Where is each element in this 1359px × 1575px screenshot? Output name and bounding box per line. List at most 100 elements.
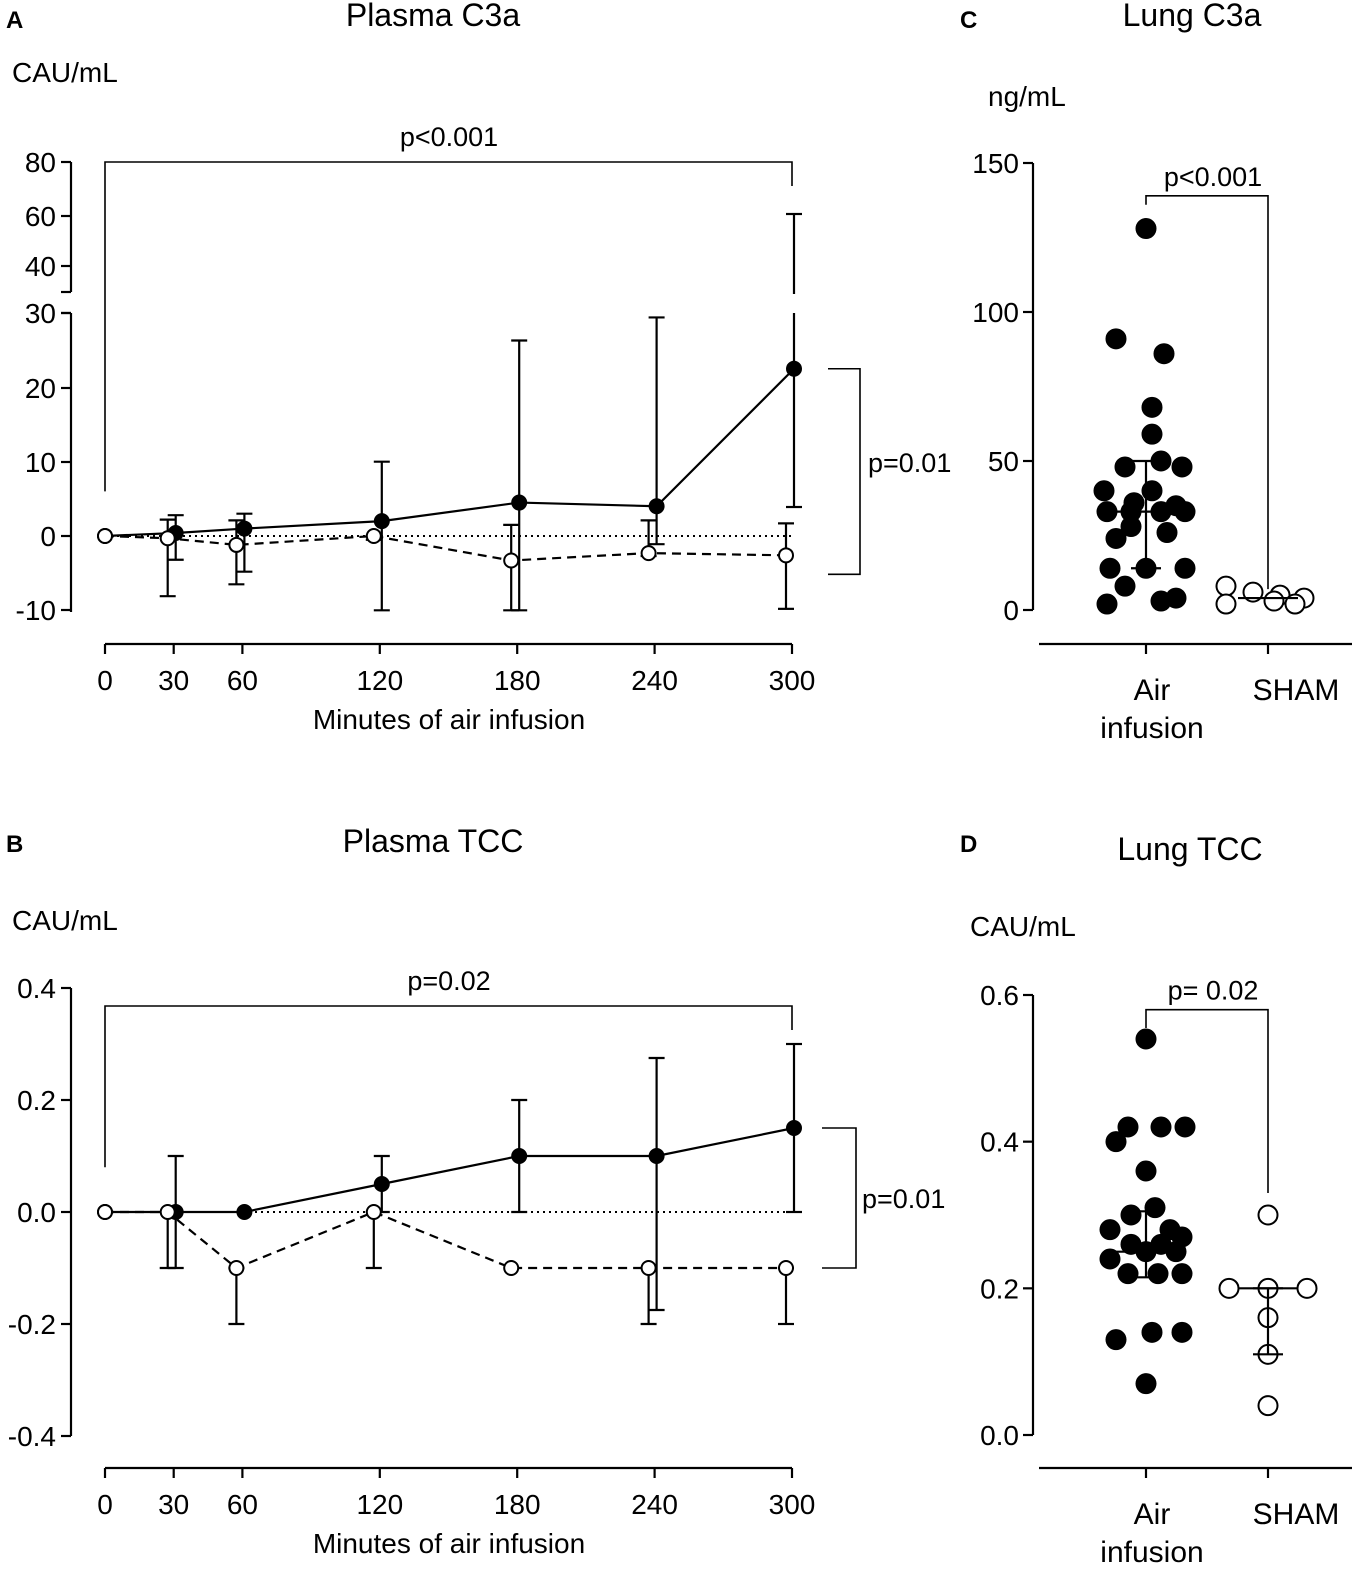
x-tick-label: 30 [158, 665, 189, 696]
category-label: Air infusion [1100, 1498, 1203, 1569]
x-tick-label: 240 [631, 1489, 678, 1520]
y-tick-label: 20 [25, 373, 56, 404]
y-tick-label: 0.0 [980, 1420, 1019, 1451]
panel-b-letter: B [6, 831, 23, 858]
data-point-sham [1242, 581, 1264, 603]
panel-c-title: Lung C3a [1123, 0, 1262, 33]
significance-bracket [1145, 194, 1269, 590]
p-value-label: p=0.02 [407, 966, 490, 996]
data-point-sham [228, 536, 245, 553]
significance-bracket-top [104, 1005, 793, 1168]
significance-bracket-side [828, 367, 861, 576]
series-line-sham [105, 1210, 786, 1270]
panel-d-y-unit: CAU/mL [970, 911, 1076, 942]
y-tick-label: 0.2 [980, 1273, 1019, 1304]
y-tick-label: 0 [1003, 595, 1019, 626]
panel-a-letter: A [6, 7, 23, 34]
data-point-air-infusion [1174, 1116, 1196, 1138]
data-point-sham [778, 1260, 794, 1276]
data-point-air-infusion [1099, 1248, 1121, 1270]
data-point-sham [640, 545, 657, 562]
data-point-sham [97, 528, 113, 544]
data-point-air-infusion [1141, 1321, 1163, 1343]
data-point-air-infusion [1105, 527, 1127, 549]
category-label-line: infusion [1100, 1536, 1203, 1569]
data-point-air-infusion [1135, 1373, 1157, 1395]
y-tick-label: 0.2 [17, 1085, 56, 1116]
data-point-sham [159, 530, 176, 547]
panel-a: A Plasma C3a CAU/mL Minutes of air infus… [6, 0, 951, 735]
data-point-sham [228, 1260, 245, 1276]
data-point-air-infusion [236, 1204, 253, 1220]
y-tick-label: -0.2 [8, 1309, 56, 1340]
data-point-air-infusion [1117, 1263, 1139, 1285]
significance-bracket-top [104, 161, 793, 492]
y-tick-label: 0.0 [17, 1197, 56, 1228]
data-point-air-infusion [1120, 1204, 1142, 1226]
data-point-sham [365, 528, 382, 544]
panel-a-title: Plasma C3a [346, 0, 521, 33]
category-label: SHAM [1253, 1498, 1340, 1531]
x-tick-label: 180 [494, 665, 541, 696]
y-tick-label: 0.4 [980, 1127, 1019, 1158]
y-tick-label: 40 [25, 251, 56, 282]
y-tick-label: 150 [972, 148, 1019, 179]
y-tick-label: 0.4 [17, 973, 56, 1004]
data-point-air-infusion [1099, 557, 1121, 579]
panel-b-title: Plasma TCC [343, 823, 524, 859]
x-tick-label: 0 [97, 1489, 113, 1520]
data-point-air-infusion [1150, 1116, 1172, 1138]
y-tick-label: 100 [972, 297, 1019, 328]
data-point-sham [503, 552, 520, 569]
panel-c-letter: C [960, 7, 977, 34]
x-tick-label: 60 [227, 1489, 258, 1520]
data-point-air-infusion [1135, 218, 1157, 240]
data-point-sham [1296, 1277, 1318, 1299]
p-value-label: p=0.01 [862, 1184, 945, 1214]
data-point-air-infusion [1114, 456, 1136, 478]
panel-b: B Plasma TCC CAU/mL Minutes of air infus… [6, 823, 945, 1559]
panel-c-y-unit: ng/mL [988, 81, 1066, 112]
category-label-line: Air [1134, 1498, 1171, 1531]
data-point-sham [97, 1204, 113, 1220]
x-tick-label: 300 [769, 1489, 816, 1520]
significance-bracket [1145, 1008, 1269, 1193]
y-tick-label: 80 [25, 147, 56, 178]
p-value-label: p<0.001 [400, 122, 498, 152]
series-line-sham [104, 534, 787, 562]
data-point-air-infusion [373, 513, 390, 530]
category-label: SHAM [1253, 674, 1340, 707]
x-tick-label: 120 [356, 1489, 403, 1520]
x-tick-label: 300 [769, 665, 816, 696]
data-point-air-infusion [1171, 1321, 1193, 1343]
series-line-air-infusion [105, 1126, 795, 1214]
data-point-air-infusion [373, 1176, 390, 1192]
data-point-air-infusion [786, 360, 802, 377]
panel-a-x-label: Minutes of air infusion [313, 704, 585, 735]
data-point-sham [1263, 590, 1285, 612]
data-point-sham [1218, 1277, 1240, 1299]
data-point-sham [1257, 1395, 1279, 1417]
data-point-air-infusion [1114, 575, 1136, 597]
y-tick-label: 30 [25, 298, 56, 329]
data-point-air-infusion [1120, 516, 1142, 538]
data-point-air-infusion [1153, 343, 1175, 365]
data-point-air-infusion [648, 498, 665, 515]
data-point-sham [365, 1204, 382, 1220]
panel-a-y-unit: CAU/mL [12, 57, 118, 88]
category-label: Air infusion [1100, 674, 1203, 745]
data-point-air-infusion [1165, 587, 1187, 609]
data-point-air-infusion [1135, 1028, 1157, 1050]
y-tick-label: -0.4 [8, 1421, 56, 1452]
data-point-sham [640, 1260, 657, 1276]
data-point-air-infusion [1105, 328, 1127, 350]
data-point-air-infusion [1117, 1116, 1139, 1138]
category-label-line: SHAM [1253, 1498, 1340, 1531]
data-point-air-infusion [1105, 1131, 1127, 1153]
panel-c: C Lung C3a ng/mL 150 100 50 0 Air infusion SHA… [960, 0, 1352, 745]
data-point-air-infusion [1141, 396, 1163, 418]
data-point-air-infusion [1171, 456, 1193, 478]
data-point-air-infusion [648, 1148, 665, 1164]
data-point-air-infusion [1096, 593, 1118, 615]
